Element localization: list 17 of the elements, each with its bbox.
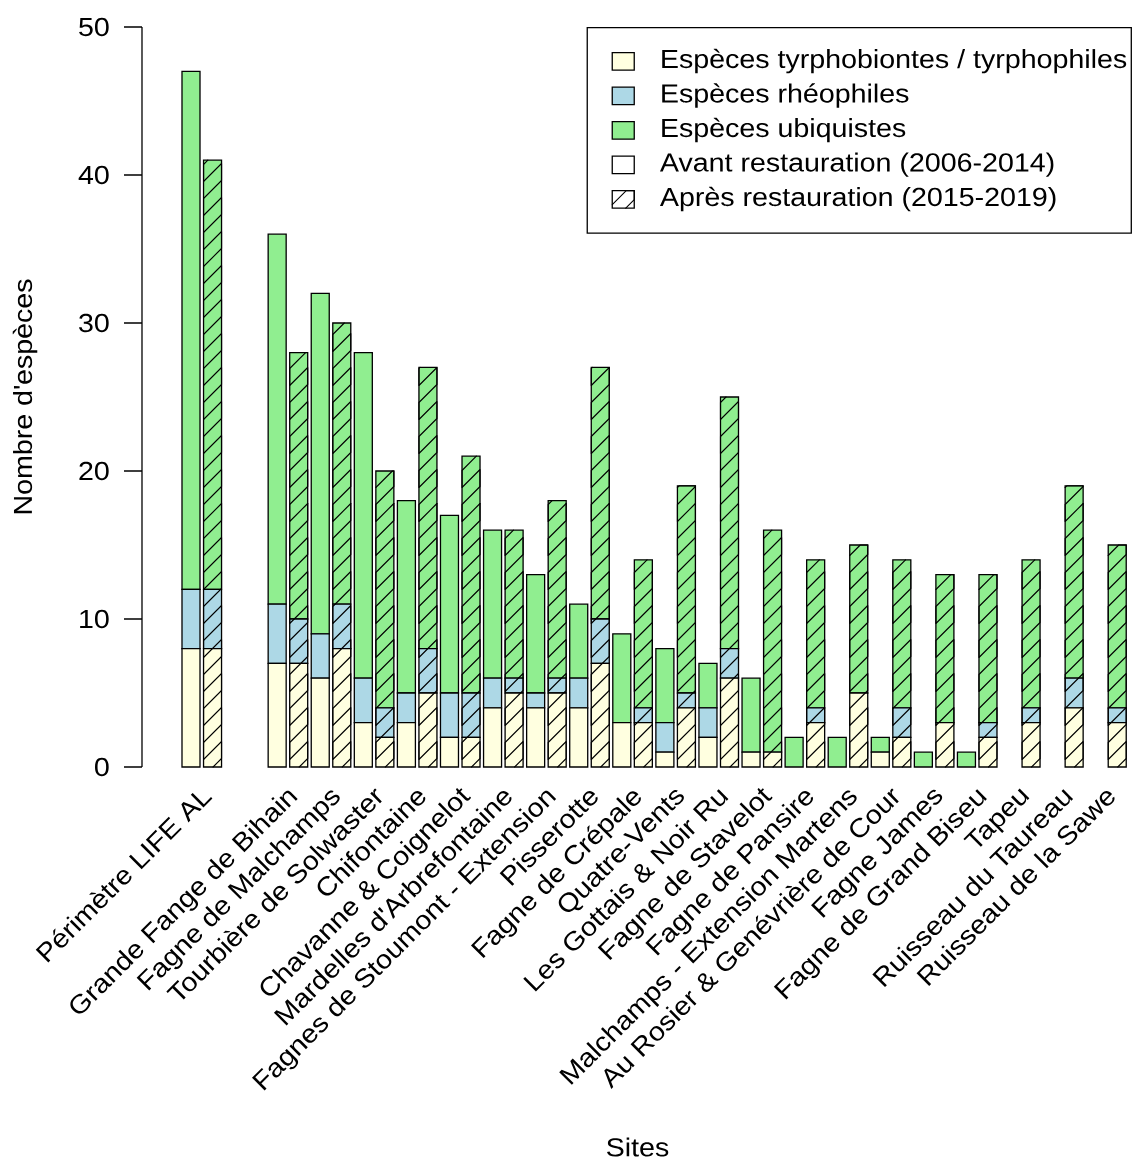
legend-label: Espèces tyrphobiontes / tyrphophiles [662, 48, 1127, 74]
annotation: Avant restauration (2006-2014) [659, 152, 1054, 177]
y-tick-label: 40 [78, 165, 109, 185]
annotation: Après restauration (2015-2019) [659, 186, 1056, 212]
y-tick-label: 50 [79, 17, 109, 37]
legend-label: Espèces ubiquistes [662, 117, 906, 143]
y-tick-label: 20 [79, 461, 109, 481]
y-tick-label: 30 [79, 313, 109, 333]
y-tick-label: 10 [80, 609, 109, 629]
bar [784, 736, 804, 768]
bar [956, 751, 977, 768]
bar [913, 751, 934, 768]
bar [827, 736, 847, 768]
y-axis-title: Nombre d'espèces [12, 279, 38, 514]
legend-label: Espèces rhéophiles [662, 83, 909, 108]
y-tick-label: 0 [95, 757, 109, 777]
x-axis-title: Sites [606, 1137, 669, 1157]
